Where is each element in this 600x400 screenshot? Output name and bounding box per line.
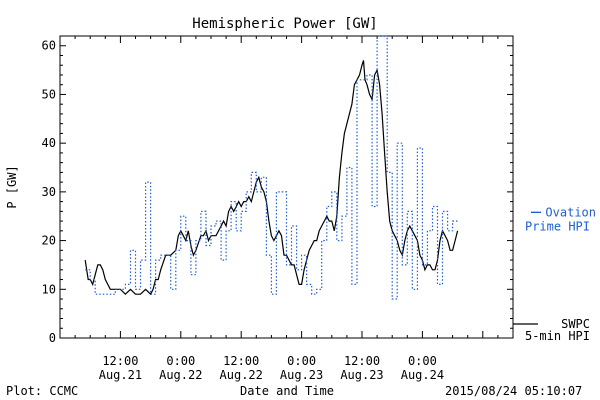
legend-ovation-label-1: Ovation (545, 205, 596, 219)
x-tick-time-label: 12:00 (102, 354, 138, 368)
x-axis-label: Date and Time (240, 384, 334, 398)
y-axis-label: P [GW] (5, 165, 19, 208)
swpc-series (84, 60, 459, 296)
x-tick-date-label: Aug.23 (340, 368, 383, 382)
x-tick-time-label: 0:00 (408, 354, 437, 368)
x-tick-time-label: 12:00 (223, 354, 259, 368)
plot-credit: Plot: CCMC (6, 384, 78, 398)
y-tick-label: 30 (42, 185, 56, 199)
series-layer (84, 35, 459, 300)
y-tick-label: 60 (42, 39, 56, 53)
plot-timestamp: 2015/08/24 05:10:07 (445, 384, 582, 398)
x-tick-date-label: Aug.22 (159, 368, 202, 382)
x-tick-time-label: 12:00 (344, 354, 380, 368)
y-axis: 0 10 20 30 40 50 60 (42, 39, 513, 345)
legend-swpc-label-2: 5-min HPI (525, 329, 590, 343)
y-tick-label: 20 (42, 234, 56, 248)
y-tick-label: 40 (42, 136, 56, 150)
x-tick-date-label: Aug.23 (280, 368, 323, 382)
legend-swpc-label-1: SWPC (561, 317, 590, 331)
x-axis: 12:00Aug.210:00Aug.2212:00Aug.220:00Aug.… (59, 36, 514, 382)
plot-frame (59, 35, 514, 339)
y-tick-label: 50 (42, 87, 56, 101)
x-tick-date-label: Aug.24 (401, 368, 444, 382)
x-tick-date-label: Aug.21 (99, 368, 142, 382)
x-tick-date-label: Aug.22 (220, 368, 263, 382)
chart-title: Hemispheric Power [GW] (192, 16, 377, 32)
y-tick-label: 10 (42, 282, 56, 296)
legend-ovation-label-2: Prime HPI (525, 219, 590, 233)
y-tick-label: 0 (49, 331, 56, 345)
x-tick-time-label: 0:00 (166, 354, 195, 368)
x-tick-time-label: 0:00 (287, 354, 316, 368)
ovation-prime-series (85, 35, 458, 300)
